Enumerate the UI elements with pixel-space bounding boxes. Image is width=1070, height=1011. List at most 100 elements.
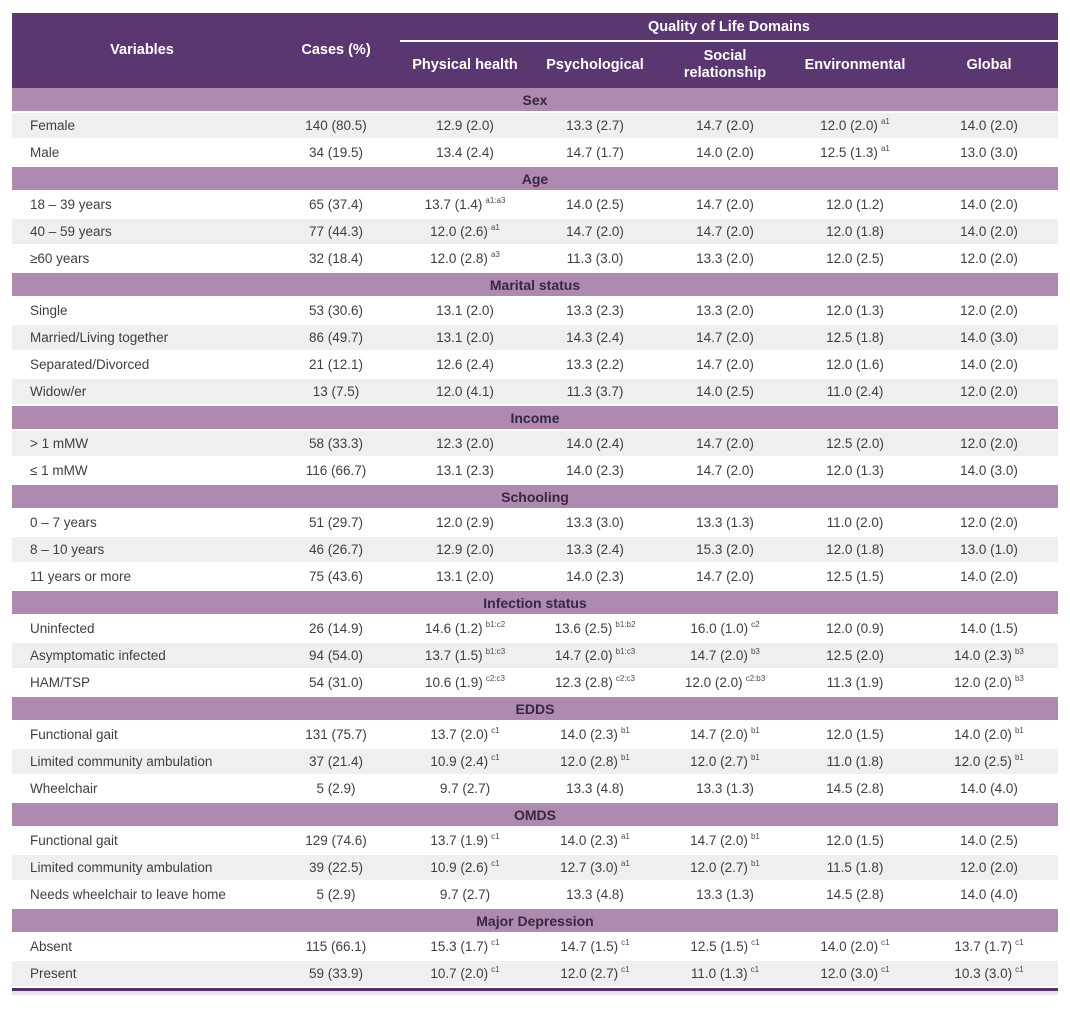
value-cell: 11.5 (1.8) xyxy=(790,855,920,880)
value-cell: 12.0 (4.1) xyxy=(400,379,530,404)
value-cell: 12.0 (2.9) xyxy=(400,510,530,535)
table-row: 8 – 10 years 46 (26.7) 12.9 (2.0) 13.3 (2.4… xyxy=(12,537,1058,562)
cell-value: 13.3 (1.3) xyxy=(696,887,754,902)
cell-superscript: b3 xyxy=(750,647,760,656)
value-cell: 13.6 (2.5) b1:b2 xyxy=(530,616,660,641)
cell-value: 14.0 (2.3) xyxy=(566,463,624,478)
cell-superscript: a1 xyxy=(880,144,890,153)
row-label: Married/Living together xyxy=(30,330,169,345)
qol-domains-group: Quality of Life Domains Physical health … xyxy=(400,13,1058,88)
cell-value: 12.0 (2.5) xyxy=(954,754,1012,769)
value-cell: 12.0 (2.0) xyxy=(920,379,1058,404)
value-cell: 14.5 (2.8) xyxy=(790,882,920,907)
cell-value: 12.0 (2.0) xyxy=(960,384,1018,399)
table-row: Absent 115 (66.1) 15.3 (1.7) c1 14.7 (1.5) c1… xyxy=(12,934,1058,959)
value-cell: 13.7 (1.5) b1:c3 xyxy=(400,643,530,668)
row-label: Asymptomatic infected xyxy=(30,648,166,663)
cell-value: 12.0 (3.0) xyxy=(820,966,879,981)
cases-cell: 94 (54.0) xyxy=(308,648,364,663)
row-label: 11 years or more xyxy=(30,569,132,584)
cell-value: 12.0 (1.3) xyxy=(826,303,884,318)
row-label: Absent xyxy=(30,939,73,954)
section-band: OMDS xyxy=(12,803,1058,826)
cell-value: 14.7 (1.5) xyxy=(560,939,619,954)
row-label: Wheelchair xyxy=(30,781,98,796)
cell-value: 11.0 (1.3) xyxy=(690,966,748,981)
table-row: Uninfected 26 (14.9) 14.6 (1.2) b1:c2 13.6 (… xyxy=(12,616,1058,641)
cell-value: 14.0 (2.0) xyxy=(954,727,1012,742)
cell-superscript: c1 xyxy=(491,859,500,868)
cell-value: 12.0 (2.0) xyxy=(954,675,1012,690)
value-cell: 12.3 (2.0) xyxy=(400,431,530,456)
value-cell: 13.1 (2.0) xyxy=(400,325,530,350)
table-row: Separated/Divorced 21 (12.1) 12.6 (2.4) 13.… xyxy=(12,352,1058,377)
row-label: Uninfected xyxy=(30,621,95,636)
value-cell: 14.5 (2.8) xyxy=(790,776,920,801)
value-cell: 14.0 (2.3) a1 xyxy=(530,828,660,853)
cell-value: 13.3 (3.0) xyxy=(566,515,624,530)
cell-value: 12.3 (2.8) xyxy=(555,675,613,690)
cell-value: 14.0 (2.0) xyxy=(960,197,1018,212)
value-cell: 12.0 (2.7) c1 xyxy=(530,961,660,986)
cell-value: 14.6 (1.2) xyxy=(424,621,483,636)
value-cell: 12.0 (0.9) xyxy=(790,616,920,641)
cell-value: 12.0 (2.6) xyxy=(430,224,488,239)
row-label: Male xyxy=(30,145,60,160)
cell-value: 12.0 (1.5) xyxy=(826,727,884,742)
table-row: ≥60 years 32 (18.4) 12.0 (2.8) a3 11.3 (3.0)… xyxy=(12,246,1058,271)
cell-value: 14.7 (2.0) xyxy=(690,648,748,663)
value-cell: 12.6 (2.4) xyxy=(400,352,530,377)
value-cell: 12.0 (1.2) xyxy=(790,192,920,217)
value-cell: 13.3 (1.3) xyxy=(660,510,790,535)
row-label: Single xyxy=(30,303,68,318)
value-cell: 14.0 (2.0) xyxy=(920,219,1058,244)
cell-value: 11.0 (2.0) xyxy=(826,515,884,530)
cell-superscript: c1 xyxy=(491,965,500,974)
table-row: Wheelchair 5 (2.9) 9.7 (2.7) 13.3 (4.8) 13.3… xyxy=(12,776,1058,801)
cell-value: 13.4 (2.4) xyxy=(436,145,494,160)
cases-cell: 32 (18.4) xyxy=(308,251,364,266)
value-cell: 13.7 (1.7) c1 xyxy=(920,934,1058,959)
social-relationship-column-header: Social relationship xyxy=(683,48,767,81)
cell-value: 12.0 (2.0) xyxy=(820,118,878,133)
section-band: EDDS xyxy=(12,697,1058,720)
table-row: Single 53 (30.6) 13.1 (2.0) 13.3 (2.3) 13.3 … xyxy=(12,298,1058,323)
cell-value: 12.5 (2.0) xyxy=(826,648,884,663)
row-label: Separated/Divorced xyxy=(30,357,150,372)
value-cell: 12.5 (1.8) xyxy=(790,325,920,350)
cell-value: 10.7 (2.0) xyxy=(430,966,489,981)
value-cell: 14.7 (2.0) xyxy=(660,219,790,244)
cell-value: 14.7 (2.0) xyxy=(696,357,754,372)
cell-value: 14.7 (2.0) xyxy=(696,224,754,239)
cell-value: 13.3 (4.8) xyxy=(566,887,624,902)
cases-cell: 51 (29.7) xyxy=(308,515,364,530)
value-cell: 12.0 (2.0) a1 xyxy=(790,113,920,138)
table-row: 0 – 7 years 51 (29.7) 12.0 (2.9) 13.3 (3.0)… xyxy=(12,510,1058,535)
row-label: 18 – 39 years xyxy=(30,197,112,212)
value-cell: 13.3 (2.4) xyxy=(530,537,660,562)
value-cell: 13.1 (2.0) xyxy=(400,564,530,589)
cell-value: 13.3 (2.0) xyxy=(696,303,754,318)
value-cell: 13.7 (1.9) c1 xyxy=(400,828,530,853)
cases-cell: 77 (44.3) xyxy=(308,224,364,239)
cell-superscript: a1:a3 xyxy=(485,196,506,205)
cell-superscript: c1 xyxy=(881,965,890,974)
cell-superscript: b1 xyxy=(620,753,630,762)
cell-value: 13.3 (1.3) xyxy=(696,781,754,796)
value-cell: 12.0 (1.8) xyxy=(790,219,920,244)
cell-value: 9.7 (2.7) xyxy=(439,781,491,796)
cell-value: 14.0 (2.0) xyxy=(696,145,754,160)
value-cell: 12.5 (2.0) xyxy=(790,643,920,668)
value-cell: 15.3 (2.0) xyxy=(660,537,790,562)
cell-superscript: c2:c3 xyxy=(615,674,635,683)
table-row: Limited community ambulation 39 (22.5) 10.… xyxy=(12,855,1058,880)
row-label: ≤ 1 mMW xyxy=(30,463,88,478)
value-cell: 14.7 (2.0) xyxy=(660,431,790,456)
cell-superscript: c2:b3 xyxy=(745,674,766,683)
cell-value: 14.0 (2.0) xyxy=(960,118,1018,133)
qol-domains-title: Quality of Life Domains xyxy=(400,13,1058,42)
cell-superscript: c1 xyxy=(491,938,500,947)
row-label: Functional gait xyxy=(30,833,118,848)
section-band: Marital status xyxy=(12,273,1058,296)
cell-value: 13.7 (1.9) xyxy=(430,833,489,848)
